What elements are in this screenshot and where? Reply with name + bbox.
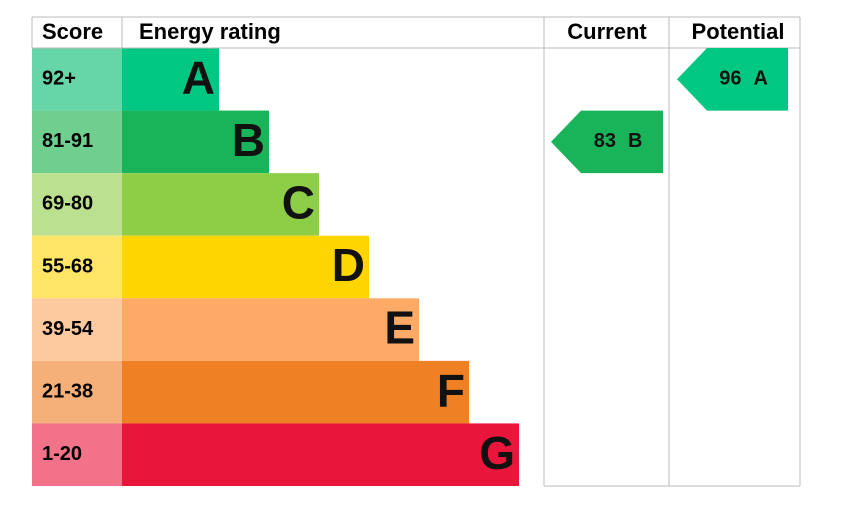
rating-letter: F — [437, 364, 465, 416]
current-arrow — [551, 110, 663, 174]
rating-letter: B — [232, 114, 265, 166]
score-cell — [32, 298, 122, 361]
score-cell — [32, 235, 122, 299]
rating-letter: C — [282, 177, 315, 229]
header-rating: Energy rating — [139, 19, 281, 44]
rating-bar — [122, 110, 269, 174]
score-label: 81-91 — [42, 130, 93, 152]
potential-value: 96 — [719, 68, 741, 90]
score-label: 21-38 — [42, 380, 93, 402]
score-cell — [32, 48, 122, 111]
potential-arrow — [677, 48, 788, 111]
score-label: 92+ — [42, 68, 76, 90]
header: Score Energy rating Current Potential — [42, 19, 784, 44]
rating-letter: E — [384, 302, 415, 354]
rating-bar — [122, 298, 419, 361]
current-value: 83 — [594, 130, 616, 152]
score-cell — [32, 110, 122, 174]
score-label: 69-80 — [42, 193, 93, 215]
rating-letter: G — [479, 427, 515, 479]
header-current: Current — [567, 19, 647, 44]
rating-bar — [122, 423, 519, 486]
rating-bar — [122, 360, 469, 424]
potential-letter: A — [754, 68, 768, 90]
score-label: 39-54 — [42, 318, 94, 340]
rating-letter: A — [182, 51, 215, 103]
rating-bar — [122, 235, 369, 299]
score-label: 55-68 — [42, 255, 93, 277]
rating-bar — [122, 173, 319, 236]
rating-letter: D — [332, 239, 365, 291]
header-score: Score — [42, 19, 103, 44]
rating-bar — [122, 48, 219, 111]
score-label: 1-20 — [42, 443, 82, 465]
current-letter: B — [628, 130, 642, 152]
score-cell — [32, 360, 122, 424]
header-potential: Potential — [692, 19, 785, 44]
score-cell — [32, 423, 122, 486]
score-cell — [32, 173, 122, 236]
